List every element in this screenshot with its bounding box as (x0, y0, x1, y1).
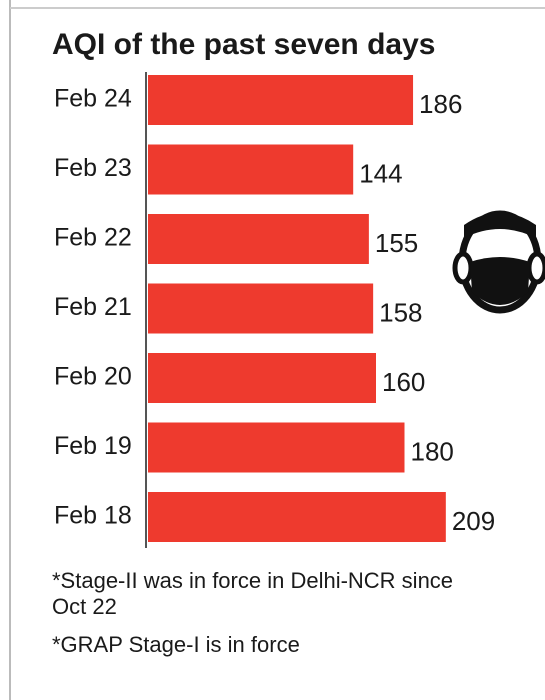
value-label: 186 (419, 89, 462, 119)
value-label: 158 (379, 297, 422, 327)
note: *Stage-II was in force in Delhi-NCR sinc… (52, 568, 454, 619)
value-label: 160 (382, 367, 425, 397)
bar (148, 144, 354, 195)
y-tick-label: Feb 19 (54, 432, 132, 460)
bar (148, 214, 369, 264)
mask-icon (452, 210, 545, 314)
y-tick-label: Feb 22 (54, 224, 132, 252)
bar (148, 492, 446, 542)
bar (148, 283, 374, 334)
y-tick-label: Feb 20 (54, 363, 132, 391)
value-label: 144 (359, 158, 402, 188)
value-label: 155 (375, 228, 418, 258)
y-tick-label: Feb 23 (54, 154, 132, 182)
bar (148, 422, 405, 473)
y-tick-label: Feb 24 (54, 85, 132, 113)
bar (148, 353, 376, 403)
chart-title: AQI of the past seven days (52, 28, 435, 61)
y-tick-label: Feb 18 (54, 502, 132, 530)
notes: *Stage-II was in force in Delhi-NCR sinc… (52, 568, 492, 670)
value-label: 180 (411, 436, 454, 466)
note: *GRAP Stage-I is in force (52, 632, 300, 657)
y-tick-label: Feb 21 (54, 293, 132, 321)
bar (148, 75, 414, 125)
value-label: 209 (452, 506, 495, 536)
